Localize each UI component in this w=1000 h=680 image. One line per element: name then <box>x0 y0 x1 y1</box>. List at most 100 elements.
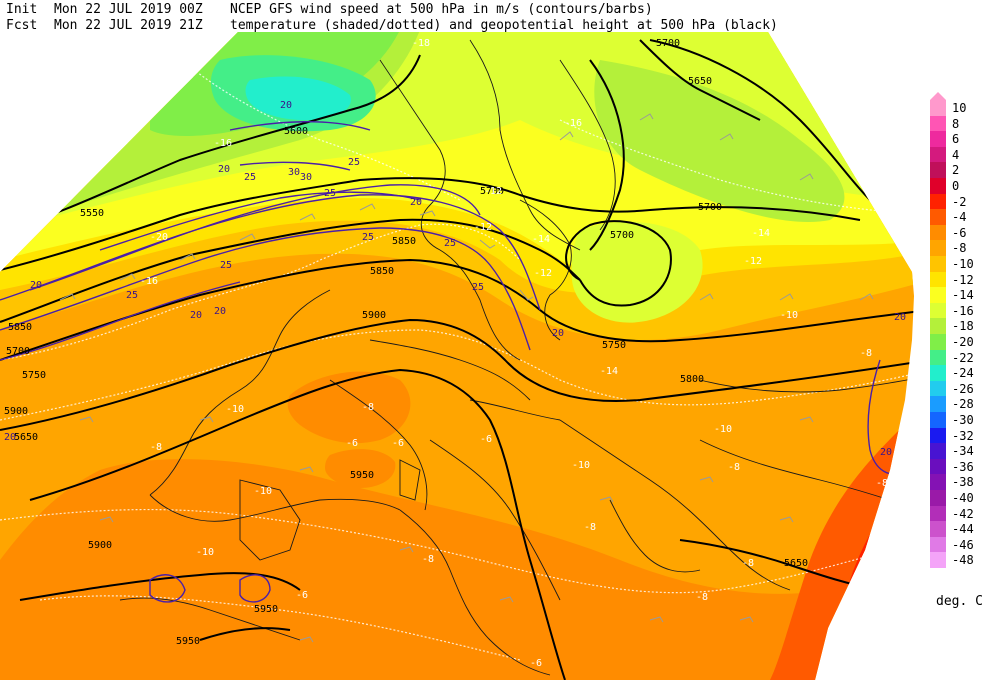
legend-label: -36 <box>952 459 974 474</box>
legend-swatch <box>930 474 946 490</box>
temp-label: -8 <box>584 522 596 533</box>
wind-label: 25 <box>126 290 138 301</box>
wind-label: 20 <box>218 164 230 175</box>
wind-label: 20 <box>214 306 226 317</box>
height-label: 5650 <box>14 432 38 443</box>
temp-label: -6 <box>480 434 492 445</box>
legend-label: -38 <box>952 475 974 490</box>
temp-label: -8 <box>422 554 434 565</box>
height-label: 5850 <box>8 322 32 333</box>
temp-label: -16 <box>564 118 582 129</box>
wind-label: 20 <box>4 432 16 443</box>
geopotential-height-contours <box>0 39 914 680</box>
legend-label: -10 <box>952 257 974 271</box>
header-description-2: temperature (shaded/dotted) and geopoten… <box>230 18 778 33</box>
temp-label: -10 <box>226 404 244 415</box>
legend-swatch <box>930 443 946 459</box>
temp-label: -6 <box>296 590 308 601</box>
height-label: 5900 <box>88 540 112 551</box>
temp-label: -8 <box>696 592 708 603</box>
init-label: Init <box>6 2 38 17</box>
wind-label: 25 <box>244 172 256 183</box>
legend-label: 0 <box>952 179 960 193</box>
legend-label: -8 <box>952 241 967 256</box>
height-label: 5600 <box>284 126 308 137</box>
legend-swatch <box>930 193 946 210</box>
legend-label: -22 <box>952 350 974 365</box>
legend-swatch <box>930 271 946 288</box>
legend-swatch <box>930 334 946 350</box>
legend-label: -42 <box>952 506 974 521</box>
height-label: 5750 <box>22 370 46 381</box>
header-fcst-row: Fcst Mon 22 JUL 2019 21Z temperature (shad… <box>6 18 786 34</box>
height-label: 5650 <box>688 76 712 87</box>
wind-label: 30 <box>288 167 300 178</box>
legend-label: -46 <box>952 537 974 552</box>
legend-swatch <box>930 396 946 412</box>
header-description-1: NCEP GFS wind speed at 500 hPa in m/s (c… <box>230 2 653 17</box>
color-legend: 10 8 6 4 2 0 -2 -4 -6 -8 -10 -12 -14 -16 -18 -20 -22 -24-… <box>930 92 1000 580</box>
legend-label: -32 <box>952 428 974 443</box>
temp-label: -14 <box>752 228 770 239</box>
temp-label: -8 <box>362 402 374 413</box>
height-label: 5650 <box>784 558 808 569</box>
temp-label: -10 <box>196 547 214 558</box>
legend-label: 2 <box>952 163 960 178</box>
legend-swatch <box>930 458 946 475</box>
wind-label: 25 <box>220 260 232 271</box>
map-header: Init Mon 22 JUL 2019 00Z NCEP GFS wind spe… <box>6 2 786 34</box>
height-label: 5800 <box>680 374 704 385</box>
wind-label: 20 <box>880 447 892 458</box>
header-init-row: Init Mon 22 JUL 2019 00Z NCEP GFS wind spe… <box>6 2 786 18</box>
legend-swatch <box>930 427 946 444</box>
legend-label: -20 <box>952 335 974 349</box>
legend-swatch <box>930 365 946 381</box>
fcst-time: Mon 22 JUL 2019 21Z <box>54 18 203 33</box>
legend-label: -28 <box>952 397 974 412</box>
wind-label: 20 <box>30 280 42 291</box>
temp-label: -18 <box>412 38 430 49</box>
legend-arrow-icon <box>930 92 946 100</box>
legend-label: 10 <box>952 101 967 115</box>
legend-swatch <box>930 224 946 241</box>
legend-label: 8 <box>952 116 960 131</box>
height-label: 5950 <box>350 470 374 481</box>
temp-label: -8 <box>150 442 162 453</box>
legend-swatch <box>930 178 946 194</box>
legend-swatch <box>930 521 946 537</box>
wind-label: 20 <box>894 312 906 323</box>
temp-label: -16 <box>140 276 158 287</box>
map-canvas: 5550 5600 5650 5700 5700 5700 5700 5700 … <box>0 32 914 680</box>
temp-label: -14 <box>600 366 618 377</box>
height-label: 5700 <box>698 202 722 213</box>
temp-label: -6 <box>392 438 404 449</box>
wind-label: 25 <box>472 282 484 293</box>
legend-swatch <box>930 349 946 366</box>
height-label: 5550 <box>80 208 104 219</box>
legend-swatch <box>930 490 946 506</box>
temperature-field <box>0 32 914 680</box>
height-label: 5900 <box>4 406 28 417</box>
temp-label: -16 <box>214 138 232 149</box>
legend-swatch <box>930 380 946 397</box>
height-label: 5700 <box>610 230 634 241</box>
wind-label: 20 <box>190 310 202 321</box>
temp-label: -8 <box>728 462 740 473</box>
temp-label: -8 <box>860 348 872 359</box>
legend-swatch <box>930 302 946 319</box>
legend-swatch <box>930 115 946 132</box>
height-label: 5950 <box>176 636 200 647</box>
wind-label: 20 <box>280 100 292 111</box>
temp-label: -12 <box>534 268 552 279</box>
legend-swatch <box>930 536 946 553</box>
legend-label: -4 <box>952 210 967 225</box>
legend-label: -40 <box>952 491 974 505</box>
height-label: 5850 <box>370 266 394 277</box>
legend-swatch <box>930 412 946 428</box>
wind-label: 25 <box>362 232 374 243</box>
legend-label: -44 <box>952 522 974 537</box>
legend-swatch <box>930 162 946 178</box>
temp-label: -10 <box>714 424 732 435</box>
temp-label: -20 <box>150 232 168 243</box>
legend-label: -26 <box>952 381 974 396</box>
